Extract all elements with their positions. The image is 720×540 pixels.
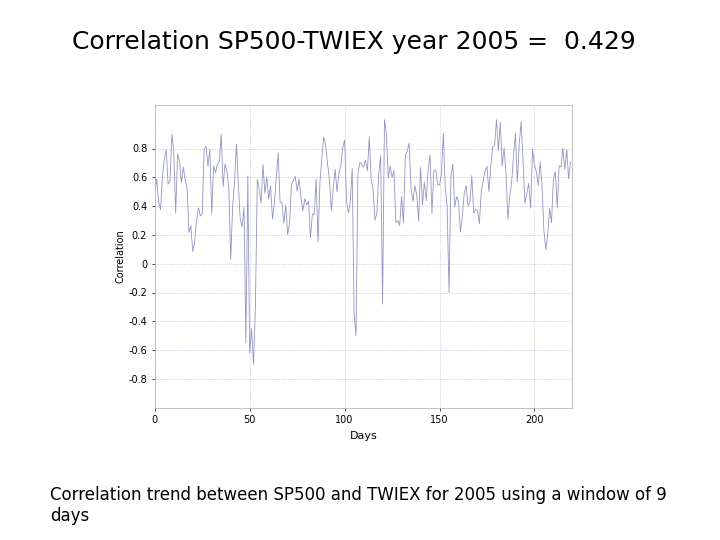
- X-axis label: Days: Days: [350, 431, 377, 441]
- Y-axis label: Correlation: Correlation: [115, 230, 125, 284]
- Text: Correlation trend between SP500 and TWIEX for 2005 using a window of 9
days: Correlation trend between SP500 and TWIE…: [50, 486, 667, 525]
- Text: Correlation SP500-TWIEX year 2005 =  0.429: Correlation SP500-TWIEX year 2005 = 0.42…: [72, 30, 636, 53]
